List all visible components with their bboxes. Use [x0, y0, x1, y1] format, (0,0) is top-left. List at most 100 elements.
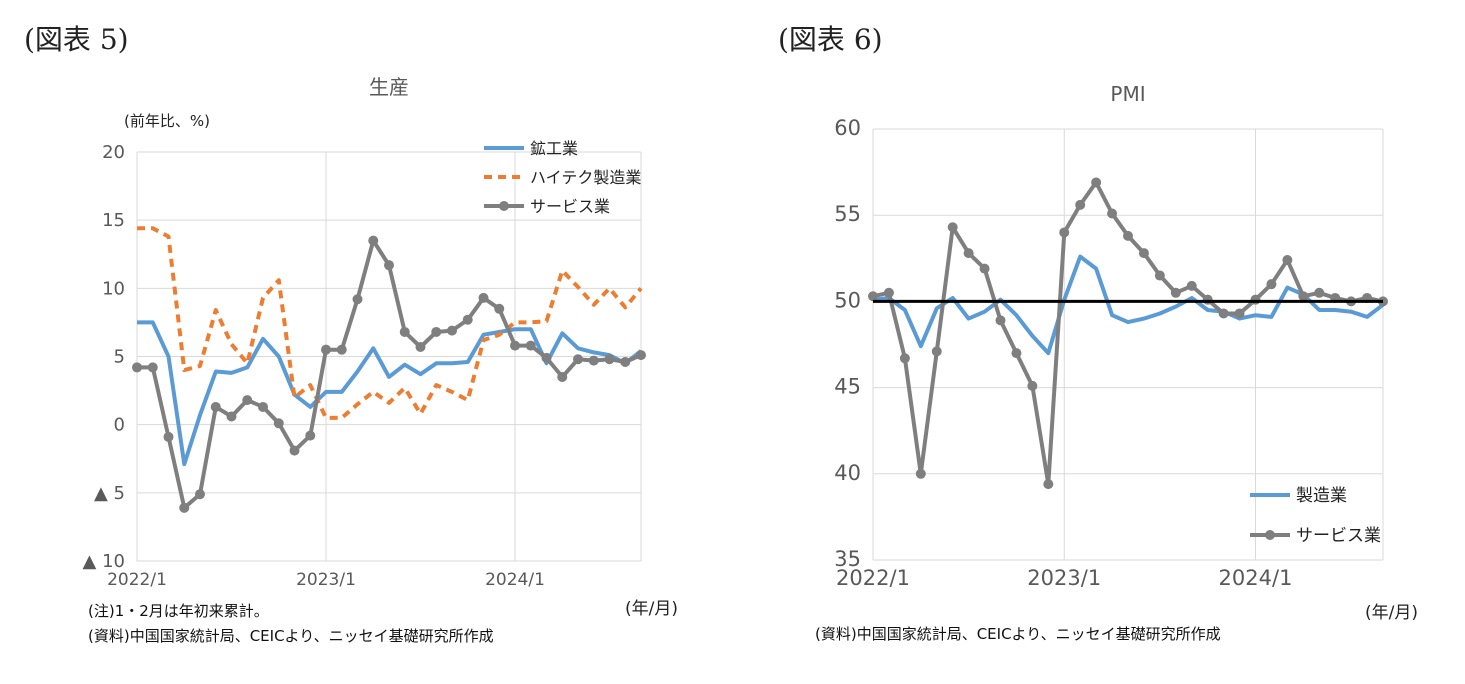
data-point — [431, 326, 442, 337]
data-point — [258, 401, 268, 412]
data-point — [636, 350, 646, 361]
data-point — [1378, 296, 1388, 307]
data-point — [195, 489, 205, 500]
chart-title: 生産 — [369, 75, 409, 99]
data-point — [1362, 292, 1373, 303]
data-point — [1138, 248, 1149, 259]
data-point — [573, 354, 583, 365]
series-line-0 — [872, 254, 1385, 356]
y-tick-label: 40 — [834, 461, 861, 485]
data-point — [336, 344, 347, 355]
data-point — [163, 431, 174, 442]
figure-label-right: (図表 6) — [778, 23, 883, 56]
data-point — [510, 340, 520, 351]
y-tick-label: 0 — [114, 415, 125, 436]
data-point — [147, 362, 158, 373]
data-point — [384, 260, 394, 271]
x-unit-label: (年/月) — [1365, 603, 1418, 623]
x-tick-label: 2024/1 — [485, 570, 545, 590]
data-point — [525, 340, 536, 351]
data-point — [478, 292, 489, 303]
data-point — [179, 502, 190, 513]
data-point — [1107, 208, 1118, 219]
legend-marker — [1265, 530, 1275, 540]
left-note-source: (資料)中国国家統計局、CEICより、ニッセイ基礎研究所作成 — [88, 627, 494, 645]
data-point — [321, 344, 331, 355]
x-tick-label: 2023/1 — [1027, 566, 1101, 590]
data-point — [132, 362, 142, 373]
data-point — [1202, 294, 1213, 305]
data-point — [620, 356, 631, 367]
data-point — [289, 445, 300, 456]
series-line-1 — [872, 180, 1384, 487]
y-tick-label: 35 — [834, 547, 861, 571]
y-tick-label: ▲ 10 — [83, 551, 125, 572]
data-point — [415, 341, 426, 352]
data-point — [931, 346, 942, 357]
data-point — [1218, 308, 1229, 319]
legend-label: 製造業 — [1296, 486, 1347, 506]
y-tick-label: 55 — [834, 202, 861, 226]
data-point — [1027, 380, 1038, 391]
data-point — [541, 352, 552, 363]
legend-marker — [499, 201, 509, 211]
data-point — [899, 353, 910, 364]
x-tick-label: 2022/1 — [107, 570, 167, 590]
data-point — [210, 401, 221, 412]
x-unit-label: (年/月) — [625, 599, 678, 619]
data-point — [1298, 291, 1309, 302]
y-tick-label: 5 — [114, 347, 125, 368]
data-point — [995, 315, 1006, 326]
data-point — [883, 287, 894, 298]
data-point — [352, 294, 363, 305]
x-tick-label: 2024/1 — [1219, 566, 1293, 590]
data-point — [1346, 296, 1357, 307]
data-point — [1043, 479, 1054, 490]
y-tick-label: 45 — [834, 375, 861, 399]
figure-label-left: (図表 5) — [24, 23, 129, 56]
data-point — [1059, 227, 1070, 238]
data-point — [1314, 287, 1325, 298]
legend-label: サービス業 — [1296, 526, 1381, 546]
y-tick-label: 15 — [102, 210, 125, 231]
data-point — [1266, 279, 1277, 290]
y-tick-label: 10 — [102, 278, 125, 299]
data-point — [1123, 230, 1133, 241]
data-point — [1234, 308, 1245, 319]
data-point — [1091, 177, 1102, 188]
data-point — [868, 291, 878, 302]
data-point — [979, 263, 990, 274]
data-point — [462, 314, 473, 325]
data-point — [1250, 294, 1261, 305]
data-point — [226, 411, 237, 422]
data-point — [1075, 199, 1086, 210]
chart-title: PMI — [1110, 82, 1145, 106]
data-point — [368, 235, 379, 246]
data-point — [1170, 287, 1181, 298]
y-tick-label: 20 — [102, 142, 125, 163]
data-point — [947, 222, 958, 233]
data-point — [494, 303, 505, 314]
legend-label: ハイテク製造業 — [530, 168, 641, 187]
right-note-source: (資料)中国国家統計局、CEICより、ニッセイ基礎研究所作成 — [815, 625, 1221, 643]
x-tick-label: 2022/1 — [836, 566, 910, 590]
data-point — [399, 326, 410, 337]
y-axis-label: (前年比、%) — [124, 112, 210, 130]
data-point — [588, 355, 599, 366]
data-point — [604, 354, 615, 365]
data-point — [242, 395, 253, 406]
left-note-annotation: (注)1・2月は年初来累計。 — [88, 602, 269, 620]
data-point — [447, 325, 457, 336]
data-point — [273, 418, 284, 429]
data-point — [557, 371, 568, 382]
data-point — [305, 430, 316, 441]
data-point — [915, 468, 926, 479]
x-tick-label: 2023/1 — [296, 570, 356, 590]
y-tick-label: 50 — [834, 288, 861, 312]
legend-label: サービス業 — [530, 197, 610, 216]
data-point — [1282, 255, 1293, 266]
data-point — [1154, 270, 1165, 281]
data-point — [1186, 280, 1197, 291]
y-tick-label: 60 — [834, 116, 861, 140]
